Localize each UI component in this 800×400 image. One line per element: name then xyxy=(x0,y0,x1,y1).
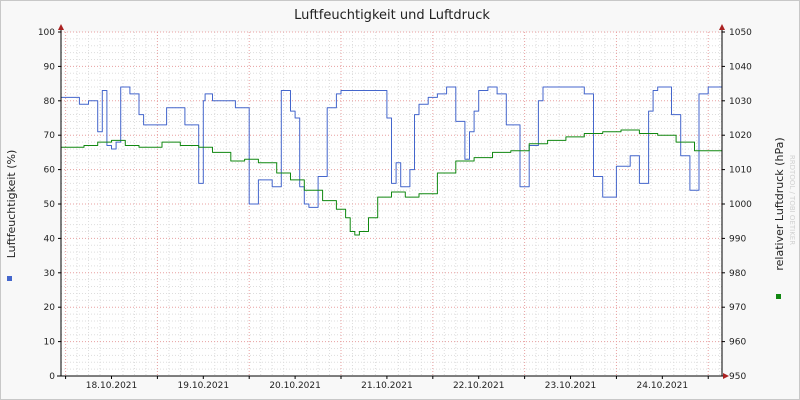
x-tick-label: 20.10.2021 xyxy=(269,381,321,391)
axis-ticks: 0102030405060708090100950960970980990100… xyxy=(38,28,752,391)
x-tick-label: 21.10.2021 xyxy=(361,381,413,391)
axes xyxy=(57,24,729,379)
chart-title: Luftfeuchtigkeit und Luftdruck xyxy=(294,8,490,23)
legend-swatch-humidity xyxy=(7,276,12,281)
y-tick-label-left: 60 xyxy=(44,166,56,176)
y-tick-label-left: 90 xyxy=(44,62,56,72)
y-tick-label-left: 50 xyxy=(44,200,56,210)
x-tick-label: 24.10.2021 xyxy=(637,381,689,391)
x-tick-label: 19.10.2021 xyxy=(178,381,230,391)
x-axis-arrow xyxy=(723,373,729,379)
x-tick-label: 23.10.2021 xyxy=(545,381,597,391)
series-line-humidity xyxy=(61,86,722,208)
grid xyxy=(61,31,722,376)
y-tick-label-right: 950 xyxy=(729,372,746,382)
y-tick-label-left: 30 xyxy=(44,269,56,279)
y-axis-right-label: relativer Luftdruck (hPa) xyxy=(773,137,786,270)
y-axis-right-arrow xyxy=(719,24,725,30)
y-tick-label-right: 1000 xyxy=(729,200,752,210)
y-tick-label-left: 100 xyxy=(38,28,55,38)
y-tick-label-right: 960 xyxy=(729,338,746,348)
series-layer xyxy=(61,86,723,236)
watermark: RRDTOOL / TOBI OETIKER xyxy=(788,155,796,245)
legend-swatch-pressure xyxy=(776,294,781,299)
y-tick-label-right: 980 xyxy=(729,269,746,279)
y-tick-label-left: 70 xyxy=(44,131,56,141)
y-tick-label-right: 1010 xyxy=(729,166,752,176)
y-tick-label-left: 10 xyxy=(44,338,56,348)
y-tick-label-left: 20 xyxy=(44,303,56,313)
series-line-pressure xyxy=(61,129,723,236)
y-tick-label-right: 1040 xyxy=(729,62,752,72)
y-tick-label-right: 1020 xyxy=(729,131,752,141)
y-tick-label-right: 970 xyxy=(729,303,746,313)
y-tick-label-left: 0 xyxy=(49,372,55,382)
x-tick-label: 22.10.2021 xyxy=(453,381,505,391)
y-axis-left-arrow xyxy=(58,24,64,30)
y-tick-label-left: 80 xyxy=(44,97,56,107)
y-axis-left-label: Luftfeuchtigkeit (%) xyxy=(5,150,18,259)
x-tick-label: 18.10.2021 xyxy=(86,381,138,391)
y-tick-label-right: 990 xyxy=(729,234,746,244)
y-tick-label-right: 1030 xyxy=(729,97,752,107)
y-tick-label-right: 1050 xyxy=(729,28,752,38)
y-tick-label-left: 40 xyxy=(44,234,56,244)
